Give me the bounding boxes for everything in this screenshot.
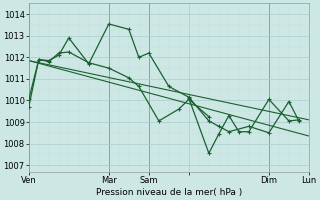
- X-axis label: Pression niveau de la mer( hPa ): Pression niveau de la mer( hPa ): [96, 188, 242, 197]
